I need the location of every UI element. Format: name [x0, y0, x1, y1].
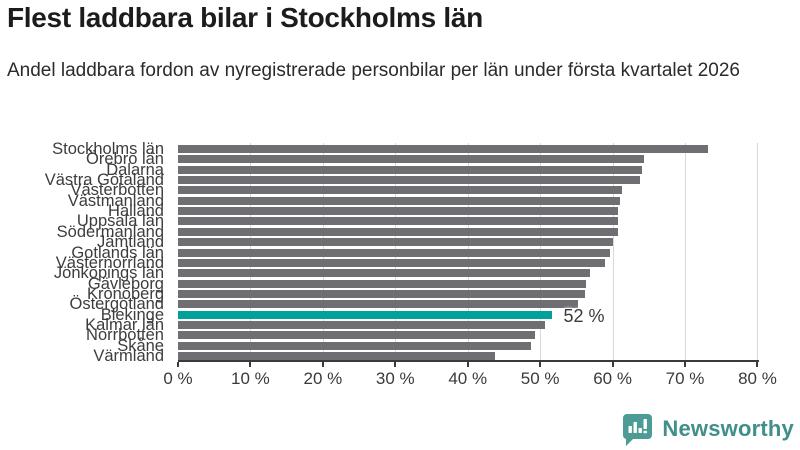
chart-row: Uppsala län: [0, 212, 800, 231]
y-axis-label: Jämtland: [97, 233, 164, 252]
y-axis-label: Västmanland: [67, 191, 164, 210]
x-axis-tick-label: 0 %: [163, 369, 193, 388]
bar: [178, 289, 586, 298]
bar: [178, 186, 622, 195]
x-axis-tick-label: 20 %: [303, 369, 343, 388]
chart-row: Kalmar län: [0, 315, 800, 334]
y-axis-label: Stockholms län: [52, 140, 164, 158]
chart-row: Dalarna: [0, 160, 800, 179]
gridline: [685, 143, 686, 360]
bar: [178, 196, 620, 205]
y-axis-label: Västerbotten: [70, 181, 164, 200]
y-axis-label: Västra Götaland: [44, 171, 164, 190]
x-axis-tick-label: 80 %: [738, 369, 777, 388]
chart-row: Gotlands län: [0, 243, 800, 262]
y-axis-label: Västernorrland: [55, 253, 164, 272]
y-axis-label: Värmland: [93, 347, 164, 365]
y-axis-label: Norrbotten: [86, 326, 164, 345]
chart-subtitle: Andel laddbara fordon av nyregistrerade …: [7, 60, 741, 81]
highlight-value-label: 52 %: [563, 305, 605, 326]
y-axis-label: Gotlands län: [71, 243, 164, 262]
y-axis-label: Skåne: [117, 336, 164, 355]
bar: [178, 238, 614, 247]
chart-row: Västmanland: [0, 191, 800, 210]
y-axis-label: Örebro län: [86, 150, 164, 169]
newsworthy-logo[interactable]: Newsworthy: [622, 411, 794, 447]
chart-row: Örebro län: [0, 150, 800, 169]
bar: [178, 248, 610, 257]
chart-row: Södermanland: [0, 222, 800, 241]
x-axis-tick-label: 70 %: [665, 369, 705, 388]
page-title: Flest laddbara bilar i Stockholms län: [7, 2, 483, 33]
y-axis-label: Halland: [108, 202, 164, 221]
chart-row: Västra Götaland: [0, 171, 800, 190]
x-axis-tick: [539, 362, 542, 367]
chart-row: Norrbotten: [0, 326, 800, 345]
x-axis-tick: [756, 362, 759, 367]
gridline: [612, 143, 614, 360]
x-axis-tick-label: 60 %: [593, 369, 632, 388]
x-axis-tick: [394, 362, 397, 367]
bar: [178, 176, 641, 185]
x-axis-tick-label: 30 %: [375, 369, 415, 388]
chart-row: Skåne: [0, 336, 800, 355]
bar: [178, 165, 643, 174]
chart-row: Gävleborg: [0, 274, 800, 293]
y-axis-label: Södermanland: [56, 222, 164, 241]
bar: [178, 269, 591, 278]
bar-chart-speech-bubble-icon: [622, 413, 653, 446]
x-axis-tick: [611, 362, 614, 367]
x-axis-tick: [177, 362, 179, 367]
y-axis-label: Blekinge: [100, 305, 164, 324]
x-axis-tick: [684, 362, 686, 367]
chart-row: Jönköpings län: [0, 264, 800, 283]
bar: [178, 155, 644, 164]
y-axis-label: Kronoberg: [86, 284, 164, 303]
bar: [178, 300, 578, 309]
chart-row: Halland: [0, 202, 800, 221]
bar-highlighted: [178, 310, 553, 319]
bar: [178, 258, 606, 267]
bar: [178, 207, 619, 216]
chart-row: Jämtland: [0, 233, 800, 252]
bar: [178, 341, 531, 350]
x-axis-tick: [249, 362, 252, 367]
bar: [178, 145, 709, 153]
y-axis-label: Kalmar län: [85, 315, 164, 334]
chart-row: Västernorrland: [0, 253, 800, 272]
y-axis-label: Uppsala län: [76, 212, 164, 231]
gridline: [757, 143, 759, 360]
y-axis-label: Östergötland: [69, 295, 164, 314]
x-axis-tick: [321, 362, 324, 367]
bar: [178, 320, 546, 329]
chart-row: Östergötland: [0, 295, 800, 314]
x-axis-line: [178, 360, 760, 362]
chart-row: Västerbotten: [0, 181, 800, 200]
chart-row: Värmland: [0, 347, 800, 365]
x-axis-tick-label: 50 %: [520, 369, 560, 388]
bar: [178, 217, 619, 226]
chart-row: Stockholms län: [0, 140, 800, 158]
y-axis-label: Jönköpings län: [53, 264, 164, 283]
y-axis-label: Dalarna: [106, 160, 164, 179]
brand-name: Newsworthy: [662, 416, 794, 441]
bar: [178, 352, 495, 360]
bar: [178, 331, 536, 340]
chart-row: Blekinge: [0, 305, 800, 324]
x-axis-tick-label: 40 %: [448, 369, 488, 388]
x-axis-tick: [466, 362, 469, 367]
bar: [178, 279, 586, 288]
bar: [178, 227, 619, 236]
chart-row: Kronoberg: [0, 284, 800, 303]
x-axis-tick-label: 10 %: [231, 369, 270, 388]
y-axis-label: Gävleborg: [87, 274, 164, 293]
